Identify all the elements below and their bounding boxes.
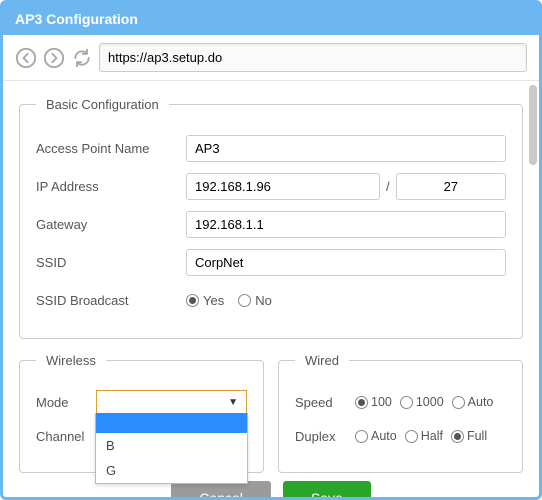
label-duplex: Duplex <box>295 429 355 444</box>
wired-legend: Wired <box>295 353 349 368</box>
row-speed: Speed 100 1000 <box>295 390 506 414</box>
app-window: AP3 Configuration Basic Configuration Ac… <box>0 0 542 500</box>
basic-legend: Basic Configuration <box>36 97 169 112</box>
two-column-row: Wireless Mode ▼ B G <box>19 353 523 473</box>
broadcast-yes-radio[interactable] <box>186 294 199 307</box>
wireless-legend: Wireless <box>36 353 106 368</box>
mode-option-g[interactable]: G <box>96 458 247 483</box>
forward-icon[interactable] <box>43 47 65 69</box>
broadcast-no-label: No <box>255 293 272 308</box>
back-icon[interactable] <box>15 47 37 69</box>
duplex-half-label: Half <box>421 429 443 443</box>
label-speed: Speed <box>295 395 355 410</box>
label-ip: IP Address <box>36 179 186 194</box>
broadcast-radio-group: Yes No <box>186 293 272 308</box>
wireless-fieldset: Wireless Mode ▼ B G <box>19 353 264 473</box>
window-title: AP3 Configuration <box>3 3 539 35</box>
refresh-icon[interactable] <box>71 47 93 69</box>
duplex-auto-label: Auto <box>371 429 397 443</box>
ap-name-input[interactable] <box>186 135 506 162</box>
broadcast-yes-option[interactable]: Yes <box>186 293 224 308</box>
mode-option-b[interactable]: B <box>96 433 247 458</box>
speed-1000-option[interactable]: 1000 <box>400 395 444 409</box>
row-gateway: Gateway <box>36 210 506 238</box>
label-mode: Mode <box>36 395 96 410</box>
speed-auto-option[interactable]: Auto <box>452 395 494 409</box>
speed-100-label: 100 <box>371 395 392 409</box>
duplex-radio-group: Auto Half Full <box>355 429 487 443</box>
label-broadcast: SSID Broadcast <box>36 293 186 308</box>
duplex-half-option[interactable]: Half <box>405 429 443 443</box>
broadcast-no-option[interactable]: No <box>238 293 272 308</box>
mode-option-blank[interactable] <box>96 413 247 433</box>
row-ap-name: Access Point Name <box>36 134 506 162</box>
duplex-auto-option[interactable]: Auto <box>355 429 397 443</box>
speed-100-option[interactable]: 100 <box>355 395 392 409</box>
row-duplex: Duplex Auto Half <box>295 424 506 448</box>
duplex-auto-radio[interactable] <box>355 430 368 443</box>
duplex-full-option[interactable]: Full <box>451 429 487 443</box>
speed-auto-radio[interactable] <box>452 396 465 409</box>
row-ip: IP Address / <box>36 172 506 200</box>
label-ap-name: Access Point Name <box>36 141 186 156</box>
content-area: Basic Configuration Access Point Name IP… <box>3 81 539 497</box>
duplex-full-radio[interactable] <box>451 430 464 443</box>
ip-input[interactable] <box>186 173 380 200</box>
basic-config-fieldset: Basic Configuration Access Point Name IP… <box>19 97 523 339</box>
duplex-full-label: Full <box>467 429 487 443</box>
cidr-separator: / <box>386 179 390 194</box>
broadcast-yes-label: Yes <box>203 293 224 308</box>
wired-fieldset: Wired Speed 100 1000 <box>278 353 523 473</box>
label-ssid: SSID <box>36 255 186 270</box>
mode-select-wrap: ▼ B G <box>96 390 247 414</box>
scrollbar-thumb[interactable] <box>529 85 537 165</box>
url-input[interactable] <box>99 43 527 72</box>
row-ssid: SSID <box>36 248 506 276</box>
speed-100-radio[interactable] <box>355 396 368 409</box>
duplex-half-radio[interactable] <box>405 430 418 443</box>
mode-dropdown: B G <box>95 413 248 484</box>
speed-1000-label: 1000 <box>416 395 444 409</box>
row-broadcast: SSID Broadcast Yes No <box>36 286 506 314</box>
speed-radio-group: 100 1000 Auto <box>355 395 493 409</box>
gateway-input[interactable] <box>186 211 506 238</box>
cidr-input[interactable] <box>396 173 506 200</box>
speed-auto-label: Auto <box>468 395 494 409</box>
save-button[interactable]: Save <box>283 481 371 497</box>
label-channel: Channel <box>36 429 96 444</box>
ip-group: / <box>186 173 506 200</box>
chevron-down-icon: ▼ <box>228 397 238 408</box>
content-wrap: Basic Configuration Access Point Name IP… <box>3 81 539 497</box>
speed-1000-radio[interactable] <box>400 396 413 409</box>
label-gateway: Gateway <box>36 217 186 232</box>
browser-toolbar <box>3 35 539 81</box>
row-mode: Mode ▼ B G <box>36 390 247 414</box>
broadcast-no-radio[interactable] <box>238 294 251 307</box>
ssid-input[interactable] <box>186 249 506 276</box>
mode-select[interactable]: ▼ <box>96 390 247 414</box>
